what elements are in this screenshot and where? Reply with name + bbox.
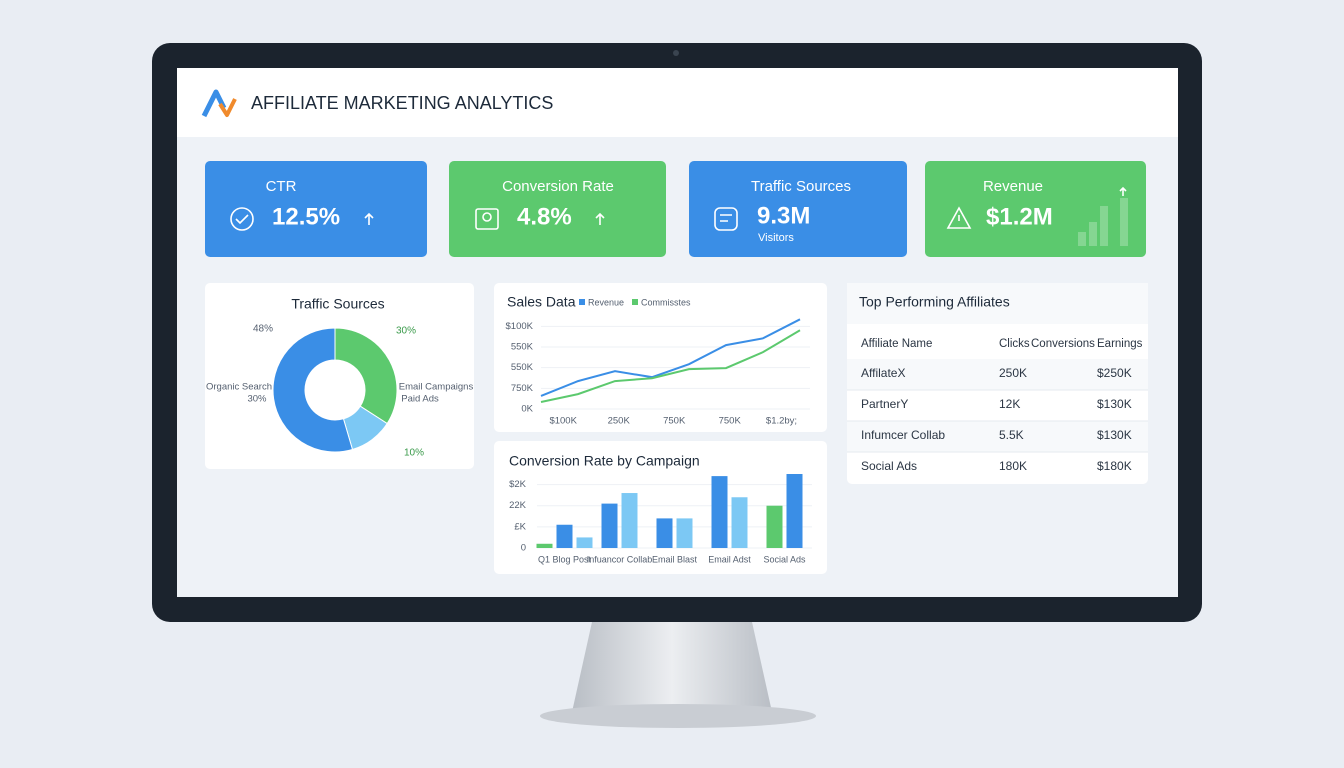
y-tick-label: £K bbox=[514, 521, 526, 532]
kpi-label: Conversion Rate bbox=[502, 178, 614, 195]
slice-label: 30% bbox=[396, 326, 416, 337]
y-tick-label: 550K bbox=[511, 342, 534, 353]
kpi-value: 9.3M bbox=[757, 202, 810, 229]
slice-label: 48% bbox=[253, 324, 273, 335]
table-cell: $180K bbox=[1097, 459, 1132, 473]
kpi-card bbox=[449, 161, 666, 257]
x-tick-label: Q1 Blog Post bbox=[538, 554, 592, 564]
y-tick-label: $100K bbox=[506, 321, 534, 332]
monitor-base bbox=[540, 704, 816, 728]
bar bbox=[676, 518, 693, 548]
table-row-bg bbox=[847, 421, 1148, 452]
kpi-label: CTR bbox=[266, 178, 297, 195]
kpi-value: 12.5% bbox=[272, 203, 340, 230]
x-tick-label: Email Blast bbox=[652, 554, 698, 564]
header-bar bbox=[177, 68, 1178, 137]
table-title: Top Performing Affiliates bbox=[859, 294, 1010, 310]
y-tick-label: 750K bbox=[511, 383, 534, 394]
y-tick-label: 0K bbox=[521, 404, 533, 415]
annotation: Organic Search bbox=[206, 382, 272, 393]
y-tick-label: 22K bbox=[509, 500, 527, 511]
x-tick-label: $1.2by; bbox=[766, 416, 797, 427]
kpi-card bbox=[205, 161, 427, 257]
kpi-label: Traffic Sources bbox=[751, 178, 851, 195]
bar bbox=[601, 503, 618, 548]
legend-label: Commisstes bbox=[641, 297, 691, 307]
annotation: Email Campaigns bbox=[399, 382, 474, 393]
table-cell: Infumcer Collab bbox=[861, 428, 945, 442]
kpi-card bbox=[689, 161, 907, 257]
legend-swatch bbox=[579, 299, 585, 305]
table-cell: $130K bbox=[1097, 428, 1132, 442]
table-title-bar bbox=[847, 283, 1148, 324]
kpi-value: $1.2M bbox=[986, 203, 1053, 230]
kpi-value: 4.8% bbox=[517, 203, 572, 230]
kpi-sparkbars bbox=[1078, 198, 1128, 246]
table-header: Affiliate Name bbox=[861, 338, 932, 350]
table-cell: PartnerY bbox=[861, 397, 908, 411]
kpi-label: Revenue bbox=[983, 178, 1043, 195]
table-cell: $130K bbox=[1097, 397, 1132, 411]
bar bbox=[731, 497, 748, 548]
bar bbox=[786, 474, 803, 548]
bar bbox=[711, 476, 728, 548]
y-tick-label: 550K bbox=[511, 362, 534, 373]
table-cell: 12K bbox=[999, 397, 1020, 411]
table-header: Clicks bbox=[999, 338, 1030, 350]
bar bbox=[556, 524, 573, 548]
line-series bbox=[540, 318, 801, 397]
logo bbox=[201, 89, 237, 118]
bar bbox=[656, 518, 673, 548]
slice-label: 10% bbox=[404, 448, 424, 459]
camera bbox=[673, 50, 679, 56]
table-cell: AffilateX bbox=[861, 366, 905, 380]
x-tick-label: Email Adst bbox=[708, 554, 751, 564]
x-tick-label: 250K bbox=[608, 416, 631, 427]
x-tick-label: $100K bbox=[549, 416, 577, 427]
table-header: Conversions bbox=[1031, 338, 1095, 350]
x-tick-label: Infuancor Collab bbox=[587, 554, 653, 564]
table-cell: 250K bbox=[999, 366, 1027, 380]
bar bbox=[621, 493, 638, 548]
bar bbox=[576, 537, 593, 548]
y-tick-label: 0 bbox=[521, 543, 526, 554]
y-tick-label: $2K bbox=[509, 479, 527, 490]
bar bbox=[536, 543, 553, 548]
chart-title: Conversion Rate by Campaign bbox=[509, 453, 700, 469]
annotation: Paid Ads bbox=[401, 394, 439, 405]
table-cell: 5.5K bbox=[999, 428, 1024, 442]
table-header: Earnings bbox=[1097, 338, 1143, 350]
legend-swatch bbox=[632, 299, 638, 305]
kpi-note: Visitors bbox=[758, 232, 794, 244]
kpi-icons bbox=[230, 186, 1127, 231]
table-row-bg bbox=[847, 359, 1148, 390]
charts: Affiliate Name Clicks Conversions Earnings A… bbox=[206, 294, 1148, 564]
pie-slice bbox=[272, 327, 354, 453]
legend-label: Revenue bbox=[588, 297, 624, 307]
annotation: 30% bbox=[247, 394, 267, 405]
monitor-stand bbox=[572, 622, 772, 712]
page-title: AFFILIATE MARKETING ANALYTICS bbox=[251, 93, 553, 113]
table-cell: $250K bbox=[1097, 366, 1132, 380]
x-tick-label: Social Ads bbox=[763, 554, 806, 564]
pie-slice bbox=[334, 327, 398, 425]
bar bbox=[766, 505, 783, 548]
chart-title: Sales Data bbox=[507, 294, 576, 310]
x-tick-label: 750K bbox=[719, 416, 742, 427]
x-tick-label: 750K bbox=[663, 416, 686, 427]
kpi-card bbox=[925, 161, 1146, 257]
table-cell: 180K bbox=[999, 459, 1027, 473]
chart-title: Traffic Sources bbox=[291, 296, 384, 312]
table-cell: Social Ads bbox=[861, 459, 917, 473]
line-series bbox=[540, 329, 801, 403]
panel bbox=[205, 283, 474, 469]
